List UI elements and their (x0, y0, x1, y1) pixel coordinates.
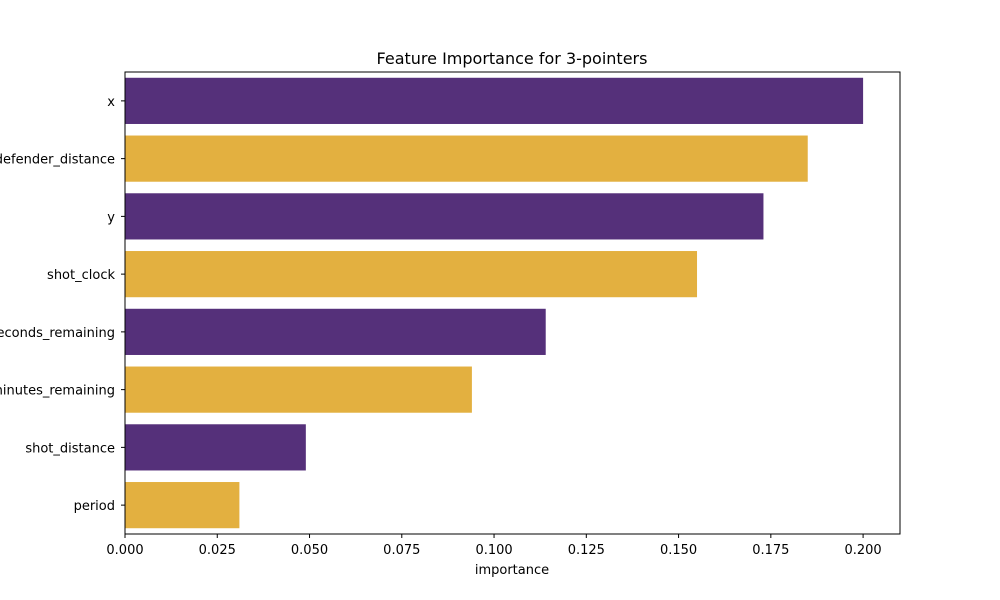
x-axis-ticks: 0.000 0.025 0.050 0.075 0.100 0.125 0.150 0.175… (106, 534, 882, 558)
x-tick-label: 0.150 (660, 543, 697, 558)
x-tick-label: 0.075 (383, 543, 420, 558)
y-tick-label: seconds_remaining (0, 326, 115, 341)
y-tick-label: defender_distance (0, 153, 115, 168)
y-tick-label: y (107, 210, 115, 225)
x-tick-label: 0.200 (844, 543, 881, 558)
bar-x (125, 77, 864, 124)
y-tick-label: x (107, 95, 115, 110)
bar-y (125, 193, 764, 240)
y-tick-label: shot_clock (47, 268, 115, 283)
bar-seconds-remaining (125, 308, 546, 355)
bar-defender-distance (125, 135, 808, 182)
x-tick-label: 0.050 (291, 543, 328, 558)
chart-title: Feature Importance for 3-pointers (377, 49, 648, 68)
y-tick-label: shot_distance (25, 441, 115, 456)
x-tick-label: 0.000 (106, 543, 143, 558)
bar-period (125, 482, 240, 529)
bar-minutes-remaining (125, 366, 472, 413)
x-tick-label: 0.175 (752, 543, 789, 558)
x-tick-label: 0.025 (199, 543, 236, 558)
bar-shot-distance (125, 424, 306, 471)
bars-group (125, 77, 864, 529)
plot-frame (124, 71, 901, 535)
y-tick-label: period (74, 499, 115, 514)
bar-shot-clock (125, 251, 698, 298)
x-tick-label: 0.125 (568, 543, 605, 558)
x-tick-label: 0.100 (475, 543, 512, 558)
x-axis-label: importance (475, 563, 549, 578)
y-tick-label: minutes_remaining (0, 384, 115, 399)
